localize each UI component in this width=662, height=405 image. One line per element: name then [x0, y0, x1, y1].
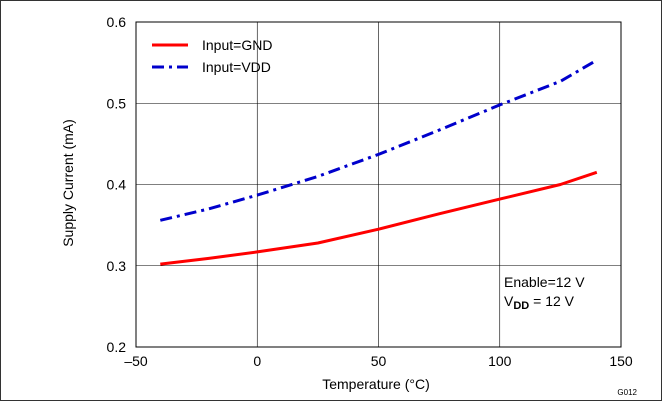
legend: Input=GND Input=VDD: [152, 37, 272, 75]
annotation-vdd-suffix: = 12 V: [529, 293, 574, 309]
conditions-annotation: Enable=12 V VDD = 12 V: [504, 274, 585, 312]
series-line-input-gnd: [160, 170, 598, 266]
series-line-input-vdd: [159, 58, 598, 222]
annotation-vdd-prefix: V: [504, 293, 514, 309]
x-tick-label: 0: [253, 353, 261, 369]
series-lines: [159, 58, 598, 266]
x-tick-label: 50: [371, 353, 387, 369]
y-tick-label: 0.2: [107, 339, 127, 355]
annotation-vdd: VDD = 12 V: [504, 293, 575, 312]
annotation-background: [500, 266, 620, 346]
y-tick-label: 0.4: [107, 177, 127, 193]
figure-code: G012: [617, 388, 637, 397]
annotation-vdd-subscript: DD: [513, 300, 529, 312]
plot-area-border: [135, 21, 622, 348]
y-tick-label: 0.6: [107, 14, 127, 30]
x-tick-label: 100: [488, 353, 512, 369]
y-tick-label: 0.3: [107, 258, 127, 274]
annotation-enable: Enable=12 V: [504, 274, 585, 290]
y-tick-label: 0.5: [107, 95, 127, 111]
x-axis-title: Temperature (°C): [322, 376, 430, 392]
grid-lines: [136, 22, 621, 347]
legend-label-input-vdd: Input=VDD: [202, 59, 271, 75]
axis-ticks: –50 0 50 100 150 0.2 0.3 0.4 0.5 0.6: [107, 14, 633, 369]
x-tick-label: –50: [124, 353, 148, 369]
legend-label-input-gnd: Input=GND: [202, 37, 272, 53]
x-tick-label: 150: [609, 353, 633, 369]
y-axis-title: Supply Current (mA): [60, 119, 76, 247]
